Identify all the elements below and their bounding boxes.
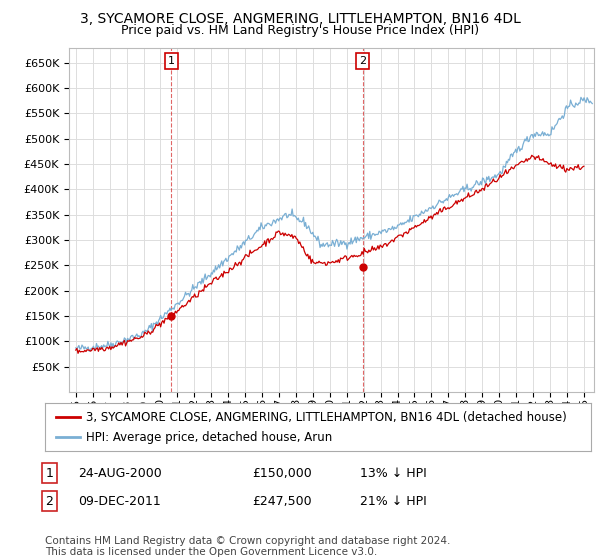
Text: 1: 1: [168, 56, 175, 66]
Text: 13% ↓ HPI: 13% ↓ HPI: [360, 466, 427, 480]
Text: HPI: Average price, detached house, Arun: HPI: Average price, detached house, Arun: [86, 431, 332, 444]
Text: 24-AUG-2000: 24-AUG-2000: [78, 466, 162, 480]
Text: Contains HM Land Registry data © Crown copyright and database right 2024.
This d: Contains HM Land Registry data © Crown c…: [45, 535, 451, 557]
Text: 2: 2: [359, 56, 366, 66]
Text: 21% ↓ HPI: 21% ↓ HPI: [360, 494, 427, 508]
Text: 09-DEC-2011: 09-DEC-2011: [78, 494, 161, 508]
Text: £247,500: £247,500: [252, 494, 311, 508]
Text: 3, SYCAMORE CLOSE, ANGMERING, LITTLEHAMPTON, BN16 4DL (detached house): 3, SYCAMORE CLOSE, ANGMERING, LITTLEHAMP…: [86, 411, 567, 424]
Text: 3, SYCAMORE CLOSE, ANGMERING, LITTLEHAMPTON, BN16 4DL: 3, SYCAMORE CLOSE, ANGMERING, LITTLEHAMP…: [80, 12, 520, 26]
Text: 2: 2: [45, 494, 53, 508]
Text: 1: 1: [45, 466, 53, 480]
Text: Price paid vs. HM Land Registry's House Price Index (HPI): Price paid vs. HM Land Registry's House …: [121, 24, 479, 36]
Text: £150,000: £150,000: [252, 466, 312, 480]
